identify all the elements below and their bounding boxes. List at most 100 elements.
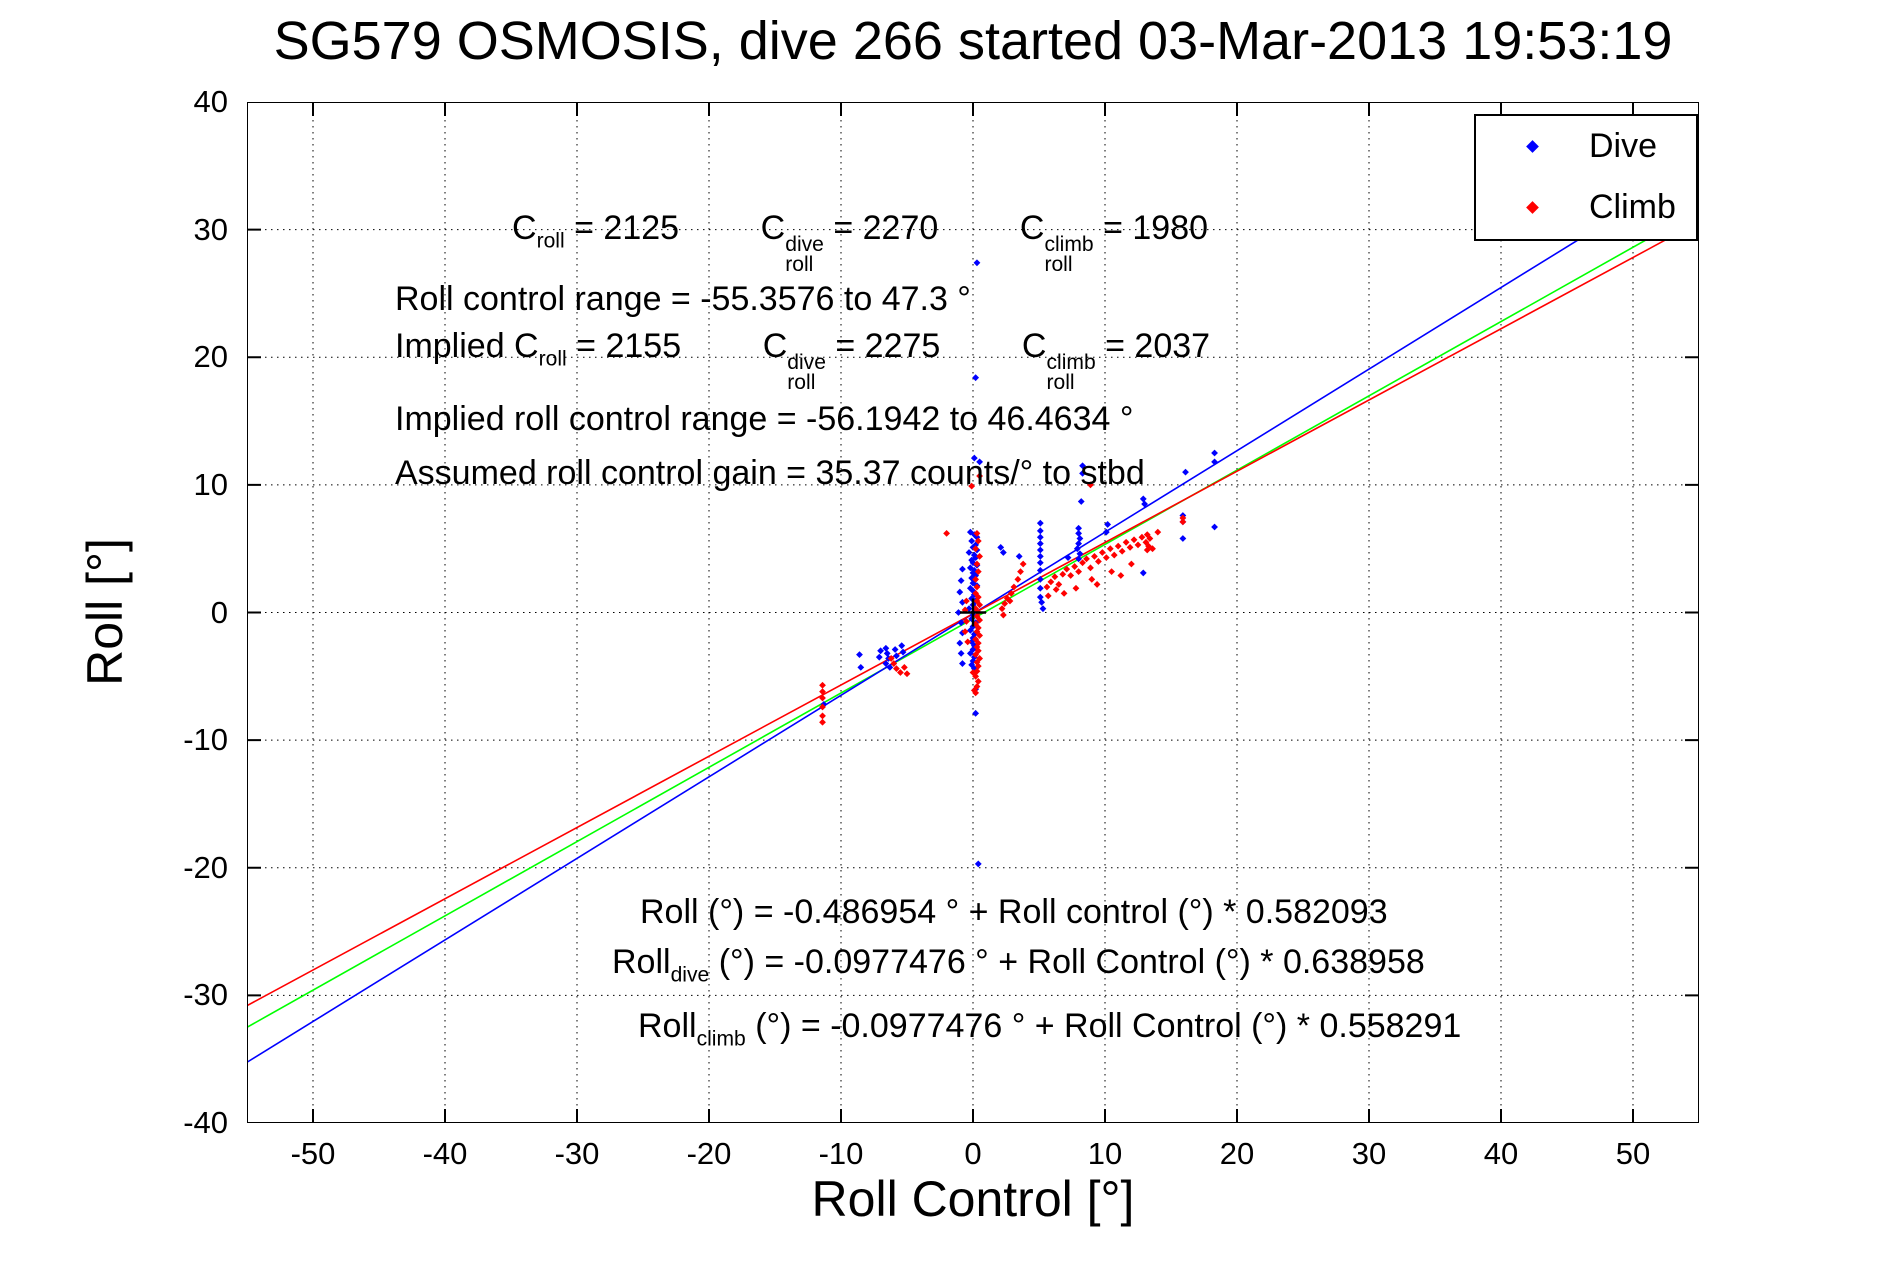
scatter-point-climb bbox=[1149, 545, 1156, 553]
legend-item-climb: Climb bbox=[1476, 177, 1696, 238]
scatter-point-dive bbox=[972, 709, 980, 717]
dive-points-group bbox=[820, 259, 1218, 868]
scatter-point-dive bbox=[886, 663, 894, 671]
x-tick-label: -50 bbox=[290, 1136, 336, 1171]
scatter-point-dive bbox=[1038, 598, 1046, 606]
scatter-point-dive bbox=[970, 454, 978, 462]
legend-box: Dive Climb bbox=[1474, 114, 1698, 241]
annotation-roll-control-gain: Assumed roll control gain = 35.37 counts… bbox=[395, 454, 1145, 492]
scatter-point-climb bbox=[890, 660, 898, 667]
scatter-point-climb bbox=[1044, 592, 1052, 600]
legend-label-dive: Dive bbox=[1589, 127, 1658, 165]
scatter-point-climb bbox=[1087, 564, 1094, 572]
scatter-point-climb bbox=[1010, 583, 1018, 591]
y-tick-label: -30 bbox=[183, 977, 228, 1013]
scatter-point-climb bbox=[1128, 560, 1135, 568]
scatter-point-dive bbox=[999, 549, 1007, 556]
scatter-point-climb bbox=[963, 597, 970, 605]
scatter-point-dive bbox=[973, 259, 981, 267]
scatter-point-climb bbox=[897, 669, 904, 676]
scatter-point-climb bbox=[972, 575, 980, 583]
scatter-point-climb bbox=[1087, 481, 1094, 489]
scatter-point-climb bbox=[1102, 554, 1110, 562]
y-tick-label: 20 bbox=[193, 339, 228, 375]
scatter-point-dive bbox=[883, 649, 891, 657]
scatter-point-climb bbox=[1122, 538, 1130, 546]
scatter-point-climb bbox=[1130, 536, 1138, 544]
scatter-point-climb bbox=[903, 670, 911, 678]
scatter-point-dive bbox=[968, 574, 976, 582]
scatter-point-climb bbox=[819, 718, 826, 726]
scatter-point-dive bbox=[875, 653, 883, 661]
scatter-point-climb bbox=[976, 632, 983, 639]
scatter-point-climb bbox=[943, 529, 950, 537]
scatter-point-dive bbox=[857, 663, 865, 671]
scatter-point-dive bbox=[956, 588, 964, 596]
scatter-point-dive bbox=[1036, 552, 1044, 560]
scatter-point-climb bbox=[970, 686, 978, 694]
scatter-point-climb bbox=[1063, 565, 1071, 573]
scatter-point-climb bbox=[976, 616, 983, 624]
scatter-point-climb bbox=[974, 662, 982, 670]
scatter-point-climb bbox=[1047, 578, 1055, 586]
annotation-roll-control-range: Roll control range = -55.3576 to 47.3 ° bbox=[395, 280, 971, 318]
legend-item-dive: Dive bbox=[1476, 116, 1696, 177]
y-tick-label: 0 bbox=[210, 594, 228, 630]
scatter-point-dive bbox=[1064, 554, 1072, 562]
scatter-point-dive bbox=[1073, 545, 1081, 553]
scatter-point-climb bbox=[1006, 597, 1014, 605]
x-tick-label: 0 bbox=[964, 1136, 982, 1171]
x-axis-label: Roll Control [°] bbox=[811, 1171, 1135, 1227]
scatter-point-climb bbox=[976, 552, 983, 560]
equation-roll-combined: Roll (°) = -0.486954 ° + Roll control (°… bbox=[640, 893, 1388, 931]
scatter-point-dive bbox=[968, 537, 976, 545]
scatter-point-climb bbox=[1134, 541, 1142, 549]
scatter-point-dive bbox=[1079, 469, 1086, 477]
scatter-point-climb bbox=[972, 545, 980, 553]
scatter-point-climb bbox=[1093, 581, 1101, 588]
scatter-point-dive bbox=[1182, 468, 1189, 476]
scatter-point-climb bbox=[1067, 572, 1075, 579]
scatter-point-dive bbox=[997, 544, 1005, 551]
scatter-point-dive bbox=[969, 544, 977, 551]
scatter-point-climb bbox=[1088, 575, 1096, 583]
scatter-point-climb bbox=[1154, 528, 1162, 536]
scatter-point-climb bbox=[1014, 575, 1022, 583]
x-tick-label: 20 bbox=[1219, 1136, 1255, 1171]
scatter-point-climb bbox=[998, 605, 1006, 613]
equation-roll-dive: Rolldive (°) = -0.0977476 ° + Roll Contr… bbox=[612, 943, 1425, 987]
scatter-point-climb bbox=[1007, 589, 1015, 597]
scatter-point-climb bbox=[1118, 547, 1126, 555]
scatter-point-climb bbox=[999, 611, 1007, 619]
scatter-point-dive bbox=[1036, 584, 1044, 592]
scatter-point-dive bbox=[891, 646, 899, 653]
scatter-point-climb bbox=[974, 537, 982, 545]
x-tick-label: -20 bbox=[686, 1136, 732, 1171]
scatter-point-climb bbox=[1072, 584, 1080, 592]
scatter-point-dive bbox=[974, 860, 982, 868]
scatter-point-dive bbox=[959, 565, 966, 573]
scatter-point-climb bbox=[1179, 518, 1187, 526]
y-tick-label: -40 bbox=[183, 1105, 228, 1140]
scatter-point-dive bbox=[1077, 498, 1085, 505]
scatter-point-dive bbox=[1179, 535, 1187, 542]
annotation-implied-roll-control-range: Implied roll control range = -56.1942 to… bbox=[395, 400, 1134, 438]
scatter-point-dive bbox=[1139, 495, 1147, 503]
scatter-point-climb bbox=[963, 618, 970, 625]
scatter-point-climb bbox=[1110, 551, 1118, 559]
scatter-point-climb bbox=[969, 669, 977, 676]
scatter-point-dive bbox=[1015, 552, 1023, 560]
scatter-point-climb bbox=[819, 712, 826, 720]
scatter-point-climb bbox=[1071, 563, 1079, 570]
scatter-point-dive bbox=[1036, 559, 1044, 567]
equation-roll-climb: Rollclimb (°) = -0.0977476 ° + Roll Cont… bbox=[638, 1007, 1462, 1051]
x-tick-label: -30 bbox=[554, 1136, 600, 1171]
scatter-point-climb bbox=[968, 482, 976, 490]
scatter-point-climb bbox=[1098, 549, 1106, 556]
scatter-point-climb bbox=[1060, 589, 1068, 597]
scatter-point-dive bbox=[1036, 593, 1044, 601]
scatter-point-climb bbox=[974, 568, 982, 576]
x-tick-label: -40 bbox=[422, 1136, 468, 1171]
